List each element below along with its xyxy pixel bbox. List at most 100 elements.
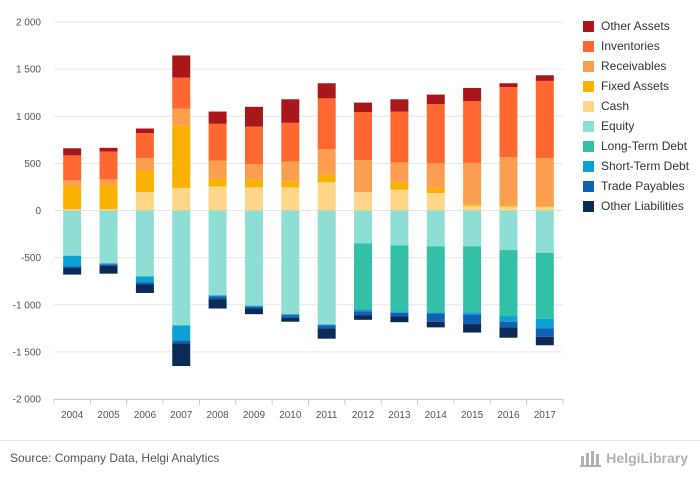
bar-receivables-2012 [354, 160, 373, 193]
bar-receivables-2016 [499, 157, 518, 206]
x-tick-label: 2014 [425, 410, 448, 421]
bar-inventories-2014 [426, 103, 445, 164]
bar-inventories-2005 [99, 151, 118, 180]
legend-swatch [583, 200, 594, 212]
legend-swatch [583, 180, 594, 192]
bar-cash-2016 [499, 206, 518, 211]
chart-area: 2 000 1 500 1 000 500 0 -500 -1 000 -1 500 -2 00… [13, 18, 564, 421]
legend-label: Short-Term Debt [601, 159, 690, 173]
y-tick-label: 0 [35, 206, 41, 217]
legend-swatch [583, 40, 594, 52]
y-tick-label: -1 000 [13, 300, 42, 311]
bar-short-term-debt-2005 [99, 263, 118, 265]
x-tick-label: 2006 [134, 410, 157, 421]
legend-item-equity[interactable]: Equity [583, 116, 689, 136]
legend-swatch [583, 120, 594, 132]
bar-trade-payables-2004 [63, 266, 82, 268]
legend: Other Assets Inventories Receivables Fixed … [583, 16, 689, 216]
legend-item-other-assets[interactable]: Other Assets [583, 16, 689, 36]
bar-inventories-2017 [535, 80, 554, 159]
bar-equity-2006 [135, 210, 154, 277]
legend-item-cash[interactable]: Cash [583, 96, 689, 116]
axes: 2 000 1 500 1 000 500 0 -500 -1 000 -1 500 -2 00… [13, 18, 564, 421]
bar-fixed-assets-2005 [99, 185, 118, 210]
bar-fixed-assets-2004 [63, 186, 82, 210]
bar-cash-2008 [208, 186, 227, 211]
y-tick-label: 2 000 [16, 18, 41, 29]
bar-long-term-debt-2013 [390, 245, 409, 312]
bar-receivables-2004 [63, 180, 82, 187]
legend-item-receivables[interactable]: Receivables [583, 56, 689, 76]
bar-receivables-2011 [317, 149, 336, 175]
bar-receivables-2014 [426, 163, 445, 188]
bar-inventories-2008 [208, 123, 227, 161]
x-tick-label: 2015 [461, 410, 484, 421]
legend-swatch [583, 160, 594, 172]
legend-item-short-term-debt[interactable]: Short-Term Debt [583, 156, 689, 176]
bar-other-assets-2008 [208, 111, 227, 124]
bar-other-liabilities-2014 [426, 321, 445, 328]
legend-item-long-term-debt[interactable]: Long-Term Debt [583, 136, 689, 156]
bar-receivables-2017 [535, 158, 554, 207]
bar-other-assets-2017 [535, 75, 554, 81]
bar-inventories-2006 [135, 133, 154, 159]
bar-other-assets-2013 [390, 99, 409, 112]
bar-receivables-2006 [135, 158, 154, 171]
bar-fixed-assets-2013 [390, 182, 409, 190]
bar-cash-2017 [535, 207, 554, 211]
bar-receivables-2008 [208, 160, 227, 179]
bar-inventories-2009 [244, 126, 263, 165]
bar-inventories-2007 [172, 77, 191, 109]
legend-swatch [583, 20, 594, 32]
bar-equity-2012 [354, 210, 373, 244]
bar-equity-2017 [535, 210, 554, 253]
legend-item-fixed-assets[interactable]: Fixed Assets [583, 76, 689, 96]
brand-name: HelgiLibrary [606, 450, 688, 466]
bar-short-term-debt-2009 [244, 305, 263, 307]
bar-receivables-2010 [281, 161, 300, 182]
bar-other-assets-2007 [172, 55, 191, 78]
legend-swatch [583, 140, 594, 152]
bar-short-term-debt-2014 [426, 312, 445, 314]
x-tick-label: 2016 [497, 410, 520, 421]
bar-other-liabilities-2011 [317, 328, 336, 339]
bar-other-liabilities-2015 [463, 324, 482, 333]
bar-trade-payables-2011 [317, 325, 336, 329]
legend-item-other-liabilities[interactable]: Other Liabilities [583, 196, 689, 216]
bar-inventories-2015 [463, 101, 482, 163]
legend-item-inventories[interactable]: Inventories [583, 36, 689, 56]
legend-item-trade-payables[interactable]: Trade Payables [583, 176, 689, 196]
bar-short-term-debt-2015 [463, 312, 482, 315]
bar-other-assets-2005 [99, 147, 118, 152]
bar-trade-payables-2008 [208, 296, 227, 300]
bar-trade-payables-2013 [390, 312, 409, 317]
bar-other-assets-2015 [463, 87, 482, 102]
bar-trade-payables-2005 [99, 264, 118, 266]
bar-short-term-debt-2006 [135, 276, 154, 283]
legend-label: Other Assets [601, 19, 670, 33]
bar-other-liabilities-2005 [99, 265, 118, 274]
bar-trade-payables-2007 [172, 340, 191, 344]
bar-cash-2010 [281, 187, 300, 211]
bar-receivables-2005 [99, 179, 118, 186]
bar-equity-2016 [499, 210, 518, 251]
bar-cash-2014 [426, 193, 445, 211]
bar-equity-2009 [244, 210, 263, 306]
bar-equity-2005 [99, 210, 118, 264]
bar-cash-2015 [463, 205, 482, 211]
bar-inventories-2011 [317, 98, 336, 150]
bar-fixed-assets-2011 [317, 174, 336, 183]
bar-equity-2007 [172, 210, 191, 326]
bar-cash-2011 [317, 182, 336, 211]
bar-fixed-assets-2008 [208, 178, 227, 187]
bar-equity-2010 [281, 210, 300, 315]
bar-short-term-debt-2010 [281, 314, 300, 316]
bar-equity-2013 [390, 210, 409, 246]
bar-other-liabilities-2010 [281, 317, 300, 322]
bar-other-liabilities-2004 [63, 267, 82, 275]
x-tick-label: 2011 [316, 410, 338, 421]
bar-other-liabilities-2008 [208, 299, 227, 309]
bar-trade-payables-2017 [535, 328, 554, 337]
bar-other-assets-2006 [135, 128, 154, 134]
x-tick-label: 2013 [388, 410, 411, 421]
